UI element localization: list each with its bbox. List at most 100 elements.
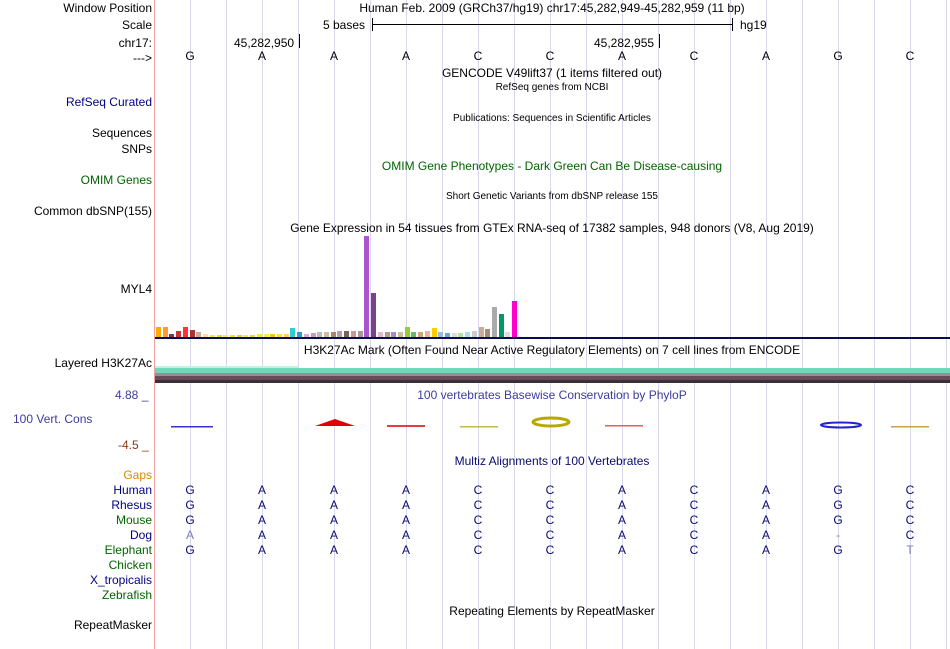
gtex-tissue-bar[interactable] <box>451 333 457 337</box>
guide-line <box>874 0 875 649</box>
gtex-tissue-bar[interactable] <box>236 335 242 337</box>
gtex-tissue-bar[interactable] <box>357 331 363 337</box>
gtex-tissue-bar[interactable] <box>290 328 296 337</box>
gtex-gene-label[interactable]: MYL4 <box>120 282 152 296</box>
gtex-tissue-bar[interactable] <box>182 327 188 337</box>
gtex-tissue-bar[interactable] <box>350 331 356 337</box>
omim-genes-label[interactable]: OMIM Genes <box>80 173 152 187</box>
gtex-tissue-bar[interactable] <box>256 334 262 337</box>
multiz-base: C <box>545 483 555 497</box>
gtex-tissue-bar[interactable] <box>505 332 511 337</box>
multiz-base: C <box>545 498 555 512</box>
gtex-tissue-bar[interactable] <box>270 334 276 337</box>
gtex-tissue-bar[interactable] <box>277 334 282 337</box>
gtex-tissue-bar[interactable] <box>162 327 168 337</box>
gtex-tissue-bar[interactable] <box>324 332 329 337</box>
gtex-tissue-bar[interactable] <box>156 327 161 337</box>
repeatmasker-label[interactable]: RepeatMasker <box>73 618 152 632</box>
gtex-tissue-bar[interactable] <box>512 301 518 337</box>
gtex-tissue-bar[interactable] <box>478 327 484 337</box>
publications-track-title[interactable]: Publications: Sequences in Scientific Ar… <box>453 113 651 124</box>
multiz-base: G <box>833 543 843 557</box>
multiz-base: A <box>401 483 410 497</box>
gencode-track-title[interactable]: GENCODE V49lift37 (1 items filtered out) <box>441 66 663 80</box>
gtex-tissue-bar[interactable] <box>438 332 444 337</box>
gtex-tissue-bar[interactable] <box>377 332 383 337</box>
repeat-track-title[interactable]: Repeating Elements by RepeatMasker <box>449 604 655 618</box>
multiz-base: A <box>329 498 338 512</box>
gtex-tissue-bar[interactable] <box>471 331 477 337</box>
gtex-tissue-bar[interactable] <box>176 331 182 337</box>
gtex-tissue-bar[interactable] <box>310 333 316 337</box>
gtex-tissue-bar[interactable] <box>203 334 208 337</box>
gtex-tissue-bar[interactable] <box>209 335 215 337</box>
gtex-tissue-bar[interactable] <box>189 330 195 337</box>
gtex-tissue-bar[interactable] <box>283 334 289 337</box>
gtex-tissue-bar[interactable] <box>337 331 343 337</box>
gtex-tissue-bar[interactable] <box>498 314 504 337</box>
multiz-species-label[interactable]: Chicken <box>108 558 152 572</box>
gtex-track-title[interactable]: Gene Expression in 54 tissues from GTEx … <box>290 221 814 235</box>
gtex-tissue-bar[interactable] <box>229 335 235 337</box>
gtex-tissue-bar[interactable] <box>317 332 323 337</box>
gtex-tissue-bar[interactable] <box>243 335 249 337</box>
multiz-track-title[interactable]: Multiz Alignments of 100 Vertebrates <box>454 454 650 468</box>
gtex-tissue-bar[interactable] <box>397 332 403 337</box>
h3k27ac-track-title[interactable]: H3K27Ac Mark (Often Found Near Active Re… <box>303 343 801 357</box>
gtex-tissue-bar[interactable] <box>250 335 256 337</box>
gtex-tissue-bar[interactable] <box>431 328 437 337</box>
gtex-tissue-bar[interactable] <box>384 332 390 337</box>
gtex-tissue-bar[interactable] <box>411 332 417 337</box>
h3k27ac-layer-dark <box>155 380 950 383</box>
omim-track-title[interactable]: OMIM Gene Phenotypes - Dark Green Can Be… <box>381 159 723 173</box>
gtex-tissue-bar[interactable] <box>445 333 450 337</box>
gtex-tissue-bar[interactable] <box>216 335 222 337</box>
multiz-species-label[interactable]: Mouse <box>115 513 152 527</box>
multiz-species-label[interactable]: X_tropicalis <box>89 573 152 587</box>
gtex-tissue-bar[interactable] <box>263 334 269 337</box>
gtex-tissue-bar[interactable] <box>424 331 430 337</box>
gaps-label[interactable]: Gaps <box>123 468 152 482</box>
multiz-species-label[interactable]: Human <box>113 483 152 497</box>
multiz-species-label[interactable]: Rhesus <box>111 498 152 512</box>
cons-track-title[interactable]: 100 vertebrates Basewise Conservation by… <box>417 388 687 402</box>
gtex-tissue-bar[interactable] <box>196 332 202 337</box>
gtex-tissue-bar[interactable] <box>404 327 410 337</box>
multiz-base: A <box>329 513 338 527</box>
gtex-tissue-bar[interactable] <box>465 332 471 337</box>
multiz-species-label[interactable]: Dog <box>129 528 152 542</box>
multiz-base: A <box>329 483 338 497</box>
gtex-tissue-bar[interactable] <box>297 332 303 337</box>
gtex-tissue-bar[interactable] <box>330 332 336 337</box>
dbsnp-track-title[interactable]: Short Genetic Variants from dbSNP releas… <box>446 191 658 202</box>
gtex-tissue-bar[interactable] <box>458 333 464 337</box>
cons-logo[interactable] <box>155 416 950 436</box>
refseq-track-subtitle[interactable]: RefSeq genes from NCBI <box>495 82 609 93</box>
gtex-tissue-bar[interactable] <box>344 331 350 337</box>
multiz-base: A <box>329 528 338 542</box>
gtex-tissue-bar[interactable] <box>485 329 491 337</box>
multiz-species-label[interactable]: Zebrafish <box>101 588 152 602</box>
gtex-tissue-bar[interactable] <box>223 335 229 337</box>
snps-label[interactable]: SNPs <box>121 142 152 156</box>
gtex-tissue-bar[interactable] <box>391 332 397 337</box>
guide-line <box>442 0 443 649</box>
sequences-label[interactable]: Sequences <box>91 126 152 140</box>
gtex-tissue-bar[interactable] <box>371 293 376 337</box>
gtex-tissue-bar[interactable] <box>364 236 370 337</box>
gtex-expression-chart[interactable] <box>155 236 950 337</box>
gtex-tissue-bar[interactable] <box>418 332 424 337</box>
cons-label[interactable]: 100 Vert. Cons <box>13 412 93 426</box>
gtex-tissue-bar[interactable] <box>303 334 309 337</box>
multiz-base: C <box>689 543 699 557</box>
gtex-tissue-bar[interactable] <box>169 334 175 337</box>
h3k27ac-layer-teal-light <box>155 366 298 369</box>
multiz-species-label[interactable]: Elephant <box>104 543 152 557</box>
multiz-base: C <box>689 498 699 512</box>
h3k27ac-label[interactable]: Layered H3K27Ac <box>54 356 152 370</box>
refseq-curated-label[interactable]: RefSeq Curated <box>65 95 152 109</box>
multiz-base: C <box>905 498 915 512</box>
common-dbsnp-label[interactable]: Common dbSNP(155) <box>33 204 152 218</box>
h3k27ac-signal[interactable] <box>155 366 950 384</box>
gtex-tissue-bar[interactable] <box>492 307 497 337</box>
